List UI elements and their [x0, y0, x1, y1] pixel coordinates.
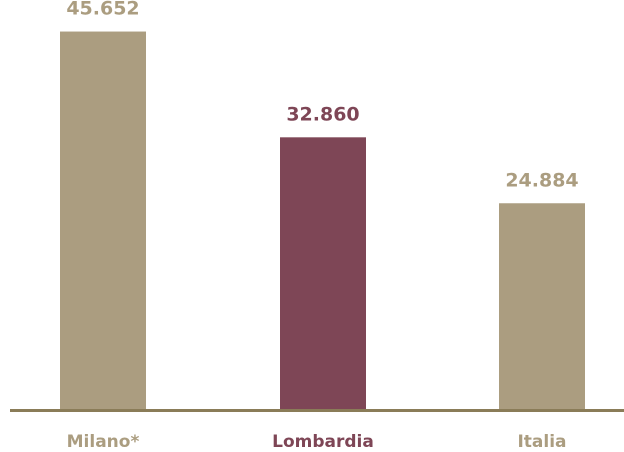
bars-group [60, 31, 585, 409]
bar-italia [499, 203, 585, 409]
value-label-milano: 45.652 [66, 0, 139, 20]
bar-milano [60, 31, 146, 409]
value-labels-group: 45.652 32.860 24.884 [66, 0, 578, 191]
value-label-lombardia: 32.860 [286, 103, 359, 125]
category-labels-group: Milano* Lombardia Italia [67, 432, 567, 452]
category-label-lombardia: Lombardia [272, 432, 374, 452]
bar-lombardia [280, 137, 366, 409]
value-label-italia: 24.884 [505, 169, 578, 191]
category-label-italia: Italia [517, 432, 566, 452]
category-label-milano: Milano* [67, 432, 140, 452]
